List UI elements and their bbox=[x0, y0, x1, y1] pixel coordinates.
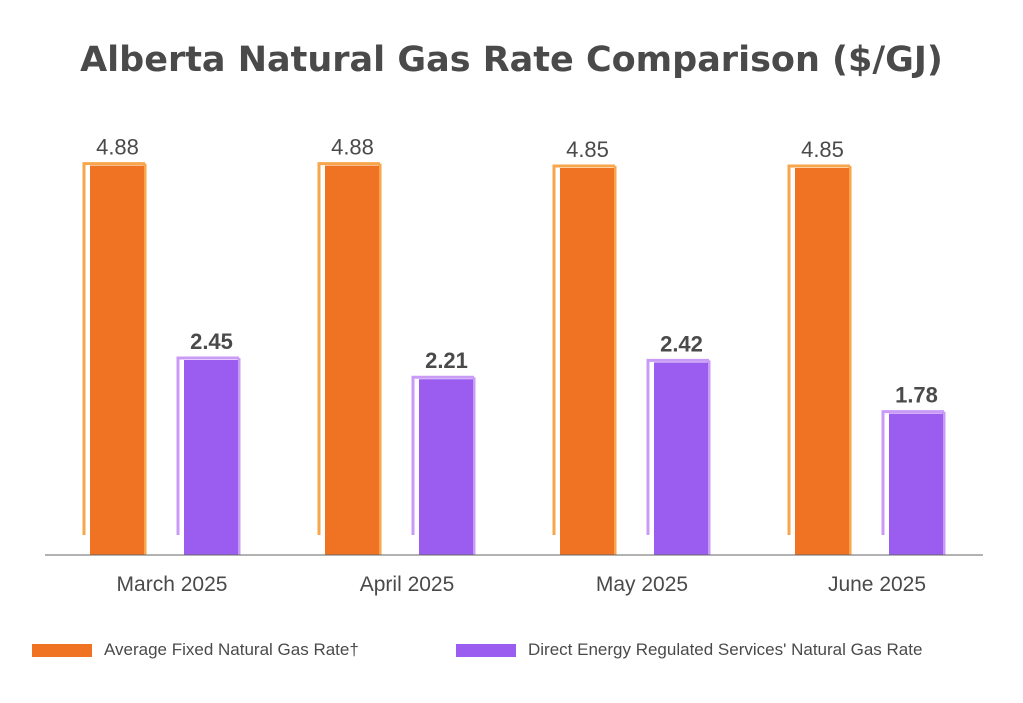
legend-swatch-fixed bbox=[32, 643, 92, 657]
data-label-regulated-1: 2.45 bbox=[190, 329, 233, 354]
category-label-4: June 2025 bbox=[828, 573, 926, 596]
data-label-regulated-3: 2.42 bbox=[660, 331, 703, 356]
bar-fixed-4 bbox=[795, 168, 849, 555]
bar-fixed-2 bbox=[325, 165, 379, 555]
bar-outline-fixed-1 bbox=[82, 162, 145, 535]
legend-item-regulated: Direct Energy Regulated Services' Natura… bbox=[456, 640, 922, 660]
legend-label-fixed: Average Fixed Natural Gas Rate† bbox=[104, 640, 359, 659]
data-label-fixed-2: 4.88 bbox=[331, 135, 374, 160]
data-label-regulated-2: 2.21 bbox=[425, 348, 468, 373]
bar-fixed-3 bbox=[560, 168, 614, 555]
bars-layer bbox=[82, 162, 946, 555]
bar-regulated-3 bbox=[654, 362, 708, 555]
bar-outline-fixed-2 bbox=[317, 162, 380, 535]
data-label-fixed-1: 4.88 bbox=[96, 135, 139, 160]
legend-item-fixed: Average Fixed Natural Gas Rate† bbox=[32, 640, 359, 660]
bar-regulated-4 bbox=[889, 413, 943, 555]
category-label-2: April 2025 bbox=[360, 573, 455, 596]
legend-swatch-regulated bbox=[456, 643, 516, 657]
legend-label-regulated: Direct Energy Regulated Services' Natura… bbox=[528, 640, 923, 659]
bar-outline-fixed-3 bbox=[552, 164, 615, 535]
category-label-3: May 2025 bbox=[596, 573, 688, 596]
category-label-1: March 2025 bbox=[117, 573, 228, 596]
chart-title: Alberta Natural Gas Rate Comparison ($/G… bbox=[80, 40, 943, 80]
labels-layer: 4.88 2.45 March 2025 4.88 2.21 April 2025 4.85… bbox=[96, 135, 938, 596]
bar-outline-regulated-2 bbox=[411, 375, 474, 535]
data-label-fixed-4: 4.85 bbox=[801, 137, 844, 162]
data-label-fixed-3: 4.85 bbox=[566, 137, 609, 162]
data-label-regulated-4: 1.78 bbox=[895, 383, 938, 408]
bar-fixed-1 bbox=[90, 165, 144, 555]
bar-outline-regulated-3 bbox=[646, 358, 709, 535]
bar-regulated-1 bbox=[184, 360, 238, 555]
bar-outline-regulated-1 bbox=[176, 356, 239, 535]
bar-regulated-2 bbox=[419, 379, 473, 555]
bar-outline-fixed-4 bbox=[787, 164, 850, 535]
bar-outline-regulated-4 bbox=[881, 410, 944, 535]
